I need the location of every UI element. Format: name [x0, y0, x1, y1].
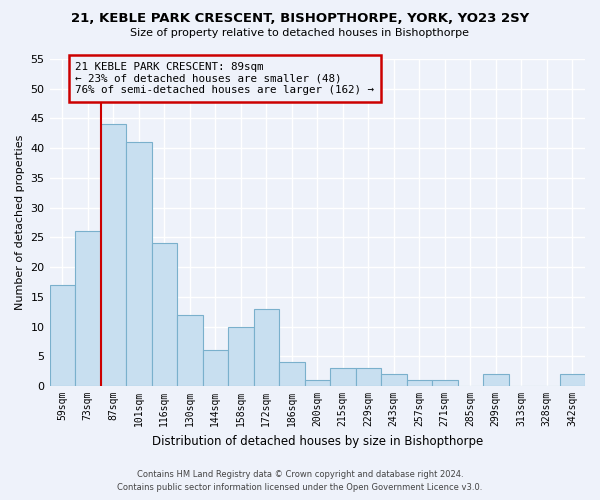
Bar	[279, 362, 305, 386]
Bar	[381, 374, 407, 386]
Bar	[560, 374, 585, 386]
X-axis label: Distribution of detached houses by size in Bishopthorpe: Distribution of detached houses by size …	[152, 434, 483, 448]
Text: Size of property relative to detached houses in Bishopthorpe: Size of property relative to detached ho…	[131, 28, 470, 38]
Text: Contains HM Land Registry data © Crown copyright and database right 2024.
Contai: Contains HM Land Registry data © Crown c…	[118, 470, 482, 492]
Bar	[356, 368, 381, 386]
Text: 21 KEBLE PARK CRESCENT: 89sqm
← 23% of detached houses are smaller (48)
76% of s: 21 KEBLE PARK CRESCENT: 89sqm ← 23% of d…	[75, 62, 374, 95]
Text: 21, KEBLE PARK CRESCENT, BISHOPTHORPE, YORK, YO23 2SY: 21, KEBLE PARK CRESCENT, BISHOPTHORPE, Y…	[71, 12, 529, 26]
Bar	[126, 142, 152, 386]
Bar	[228, 326, 254, 386]
Bar	[203, 350, 228, 386]
Bar	[101, 124, 126, 386]
Bar	[305, 380, 330, 386]
Bar	[432, 380, 458, 386]
Bar	[152, 244, 177, 386]
Bar	[330, 368, 356, 386]
Bar	[75, 232, 101, 386]
Bar	[407, 380, 432, 386]
Bar	[483, 374, 509, 386]
Y-axis label: Number of detached properties: Number of detached properties	[15, 135, 25, 310]
Bar	[177, 314, 203, 386]
Bar	[254, 309, 279, 386]
Bar	[50, 285, 75, 386]
